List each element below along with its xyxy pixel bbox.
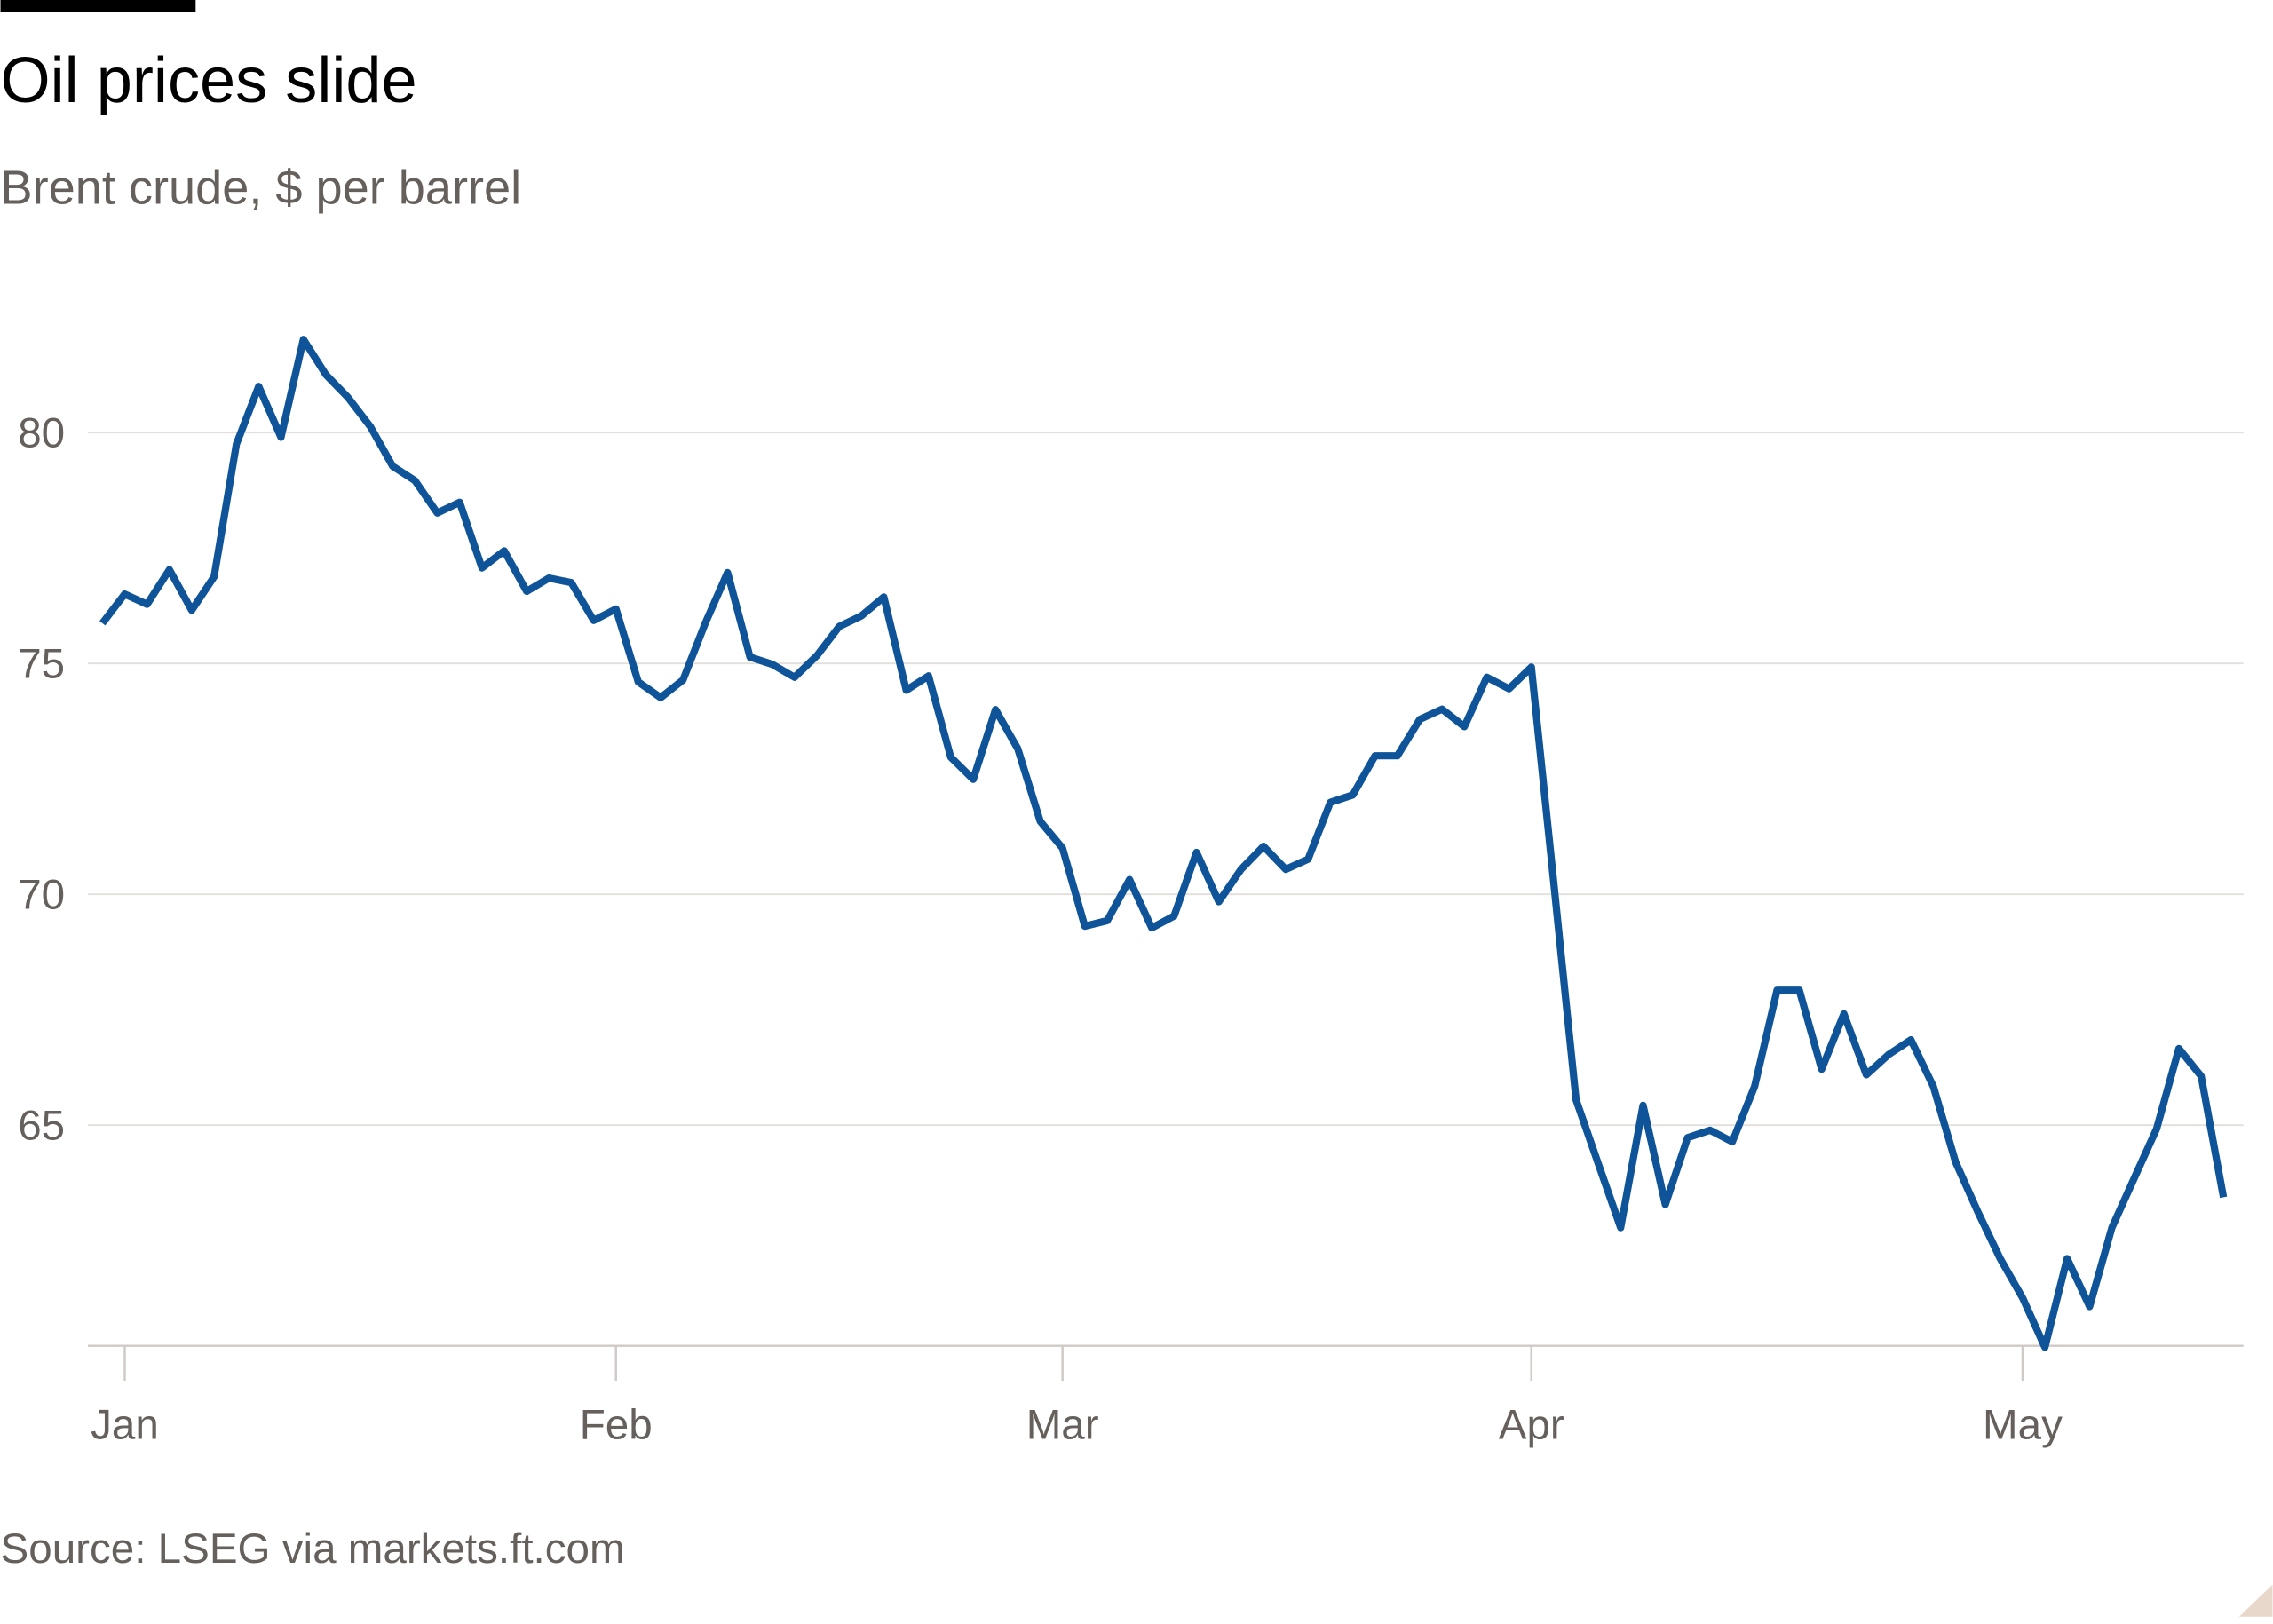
x-tick-label: Feb [580,1402,653,1449]
gridlines [87,432,2244,1347]
header-bar [0,0,196,12]
x-tick-label: Apr [1499,1402,1564,1449]
y-tick-label: 65 [18,1103,65,1150]
x-tick-label: Mar [1026,1402,1099,1449]
data-points [102,338,2224,1348]
corner-fold [2238,1584,2273,1617]
y-axis: 65 70 75 80 [18,410,65,1150]
source-note: Source: LSEG via markets.ft.com [1,1525,625,1573]
y-tick-label: 70 [18,872,65,919]
series-line [99,336,2228,1351]
x-tick-label: Jan [91,1402,159,1449]
y-tick-label: 80 [18,410,65,457]
x-tick-label: May [1983,1402,2063,1449]
chart-subtitle: Brent crude, $ per barrel [1,162,522,215]
y-tick-label: 75 [18,641,65,688]
x-axis: Jan Feb Mar Apr May [91,1345,2063,1449]
chart-title: Oil prices slide [1,45,417,116]
